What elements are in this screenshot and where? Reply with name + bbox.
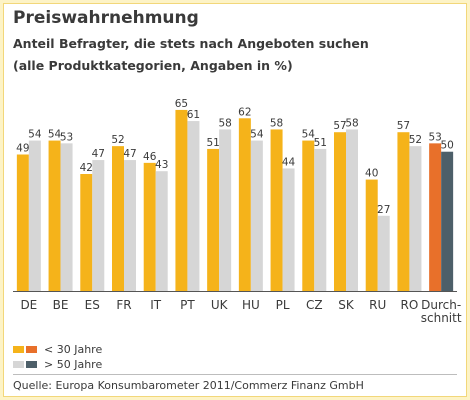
category-label-13: Durch-schnitt (421, 298, 462, 325)
bar-under-30-3 (112, 146, 124, 291)
bar-over-50-12 (409, 146, 422, 291)
data-label-under-30-10: 57 (333, 120, 346, 132)
data-label-over-50-9: 51 (314, 137, 327, 149)
bar-under-30-10 (334, 132, 346, 291)
chart-subtitle-units: (alle Produktkategorien, Angaben in %) (13, 58, 293, 73)
data-label-over-50-8: 44 (282, 156, 296, 168)
bar-over-50-8 (282, 168, 295, 291)
data-label-over-50-2: 47 (92, 148, 105, 160)
bar-over-50-10 (346, 129, 358, 291)
bar-under-30-12 (397, 132, 410, 291)
category-label-9: CZ (306, 298, 323, 312)
bar-under-30-1 (48, 140, 61, 291)
data-label-under-30-6: 51 (206, 137, 219, 149)
data-label-under-30-0: 49 (16, 143, 29, 155)
legend-entry-under-30: < 30 Jahre (13, 343, 102, 356)
data-label-over-50-11: 27 (377, 204, 390, 216)
category-label-6: UK (211, 298, 229, 312)
category-label-5: PT (180, 298, 195, 312)
data-label-under-30-1: 54 (48, 129, 62, 141)
legend-entry-over-50: > 50 Jahre (13, 358, 102, 371)
category-label-10: SK (338, 298, 355, 312)
bar-under-30-2 (80, 174, 93, 291)
category-label-0: DE (20, 298, 37, 312)
data-label-under-30-4: 46 (143, 151, 157, 163)
legend-swatch-under-30 (13, 346, 24, 353)
bar-over-50-9 (314, 148, 327, 291)
chart-title: Preiswahrnehmung (13, 8, 199, 28)
category-label-2: ES (85, 298, 100, 312)
category-label-4: IT (150, 298, 162, 312)
data-label-under-30-8: 58 (270, 117, 283, 129)
bar-over-50-6 (219, 129, 232, 291)
bar-over-50-0 (28, 140, 41, 291)
data-label-over-50-10: 58 (345, 117, 358, 129)
category-label-1: BE (53, 298, 69, 312)
source-note: Quelle: Europa Konsumbarometer 2011/Comm… (13, 379, 364, 392)
data-label-under-30-7: 62 (238, 106, 251, 118)
legend-swatch-over-50 (13, 361, 24, 368)
legend-swatch-under-30-average (26, 346, 37, 353)
data-label-under-30-3: 52 (111, 134, 124, 146)
data-label-under-30-5: 65 (175, 98, 188, 110)
bar-over-50-4 (155, 171, 168, 291)
bar-over-50-13 (441, 151, 454, 291)
bar-over-50-7 (250, 140, 263, 291)
bar-over-50-1 (60, 143, 73, 291)
data-label-under-30-13: 53 (428, 131, 441, 143)
data-label-over-50-0: 54 (28, 129, 42, 141)
data-label-under-30-11: 40 (365, 168, 378, 180)
bar-under-30-0 (16, 154, 29, 291)
category-label-7: HU (242, 298, 260, 312)
category-label-12: RO (401, 298, 419, 312)
bar-under-30-13 (429, 143, 442, 291)
bar-under-30-8 (270, 129, 283, 291)
data-label-over-50-1: 53 (60, 131, 73, 143)
legend-swatch-over-50-average (26, 361, 37, 368)
data-label-over-50-6: 58 (218, 117, 231, 129)
data-label-over-50-7: 54 (250, 129, 264, 141)
data-label-under-30-9: 54 (302, 129, 316, 141)
category-label-11: RU (369, 298, 386, 312)
data-label-over-50-12: 52 (409, 134, 422, 146)
bar-over-50-5 (187, 121, 200, 291)
bar-under-30-9 (302, 140, 315, 291)
data-label-over-50-13: 50 (440, 140, 453, 152)
data-label-over-50-5: 61 (187, 109, 200, 121)
category-label-8: PL (276, 298, 290, 312)
data-label-over-50-3: 47 (123, 148, 136, 160)
bar-over-50-11 (377, 215, 390, 291)
bar-over-50-3 (124, 160, 136, 291)
bar-under-30-5 (175, 109, 188, 291)
bar-under-30-7 (238, 118, 251, 292)
source-divider (13, 374, 457, 375)
bar-under-30-11 (365, 179, 378, 291)
data-label-under-30-2: 42 (80, 162, 93, 174)
bar-under-30-6 (207, 148, 220, 291)
legend-label-under-30: < 30 Jahre (44, 343, 103, 356)
bar-under-30-4 (143, 162, 156, 291)
data-label-under-30-12: 57 (397, 120, 410, 132)
chart-subtitle: Anteil Befragter, die stets nach Angebot… (13, 36, 369, 51)
category-label-3: FR (116, 298, 131, 312)
legend-label-over-50: > 50 Jahre (44, 358, 103, 371)
data-label-over-50-4: 43 (155, 159, 168, 171)
bar-over-50-2 (92, 160, 105, 291)
